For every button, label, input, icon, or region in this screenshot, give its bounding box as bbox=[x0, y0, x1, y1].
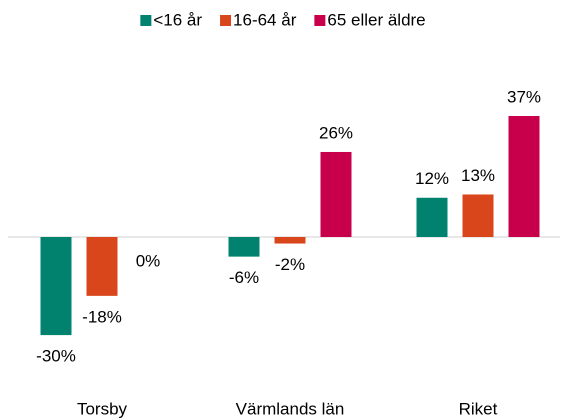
bar bbox=[320, 151, 352, 237]
data-label: -30% bbox=[36, 347, 76, 366]
legend-label: 65 eller äldre bbox=[327, 10, 425, 29]
bar bbox=[274, 237, 306, 244]
x-tick-label: Värmlands län bbox=[236, 399, 345, 418]
x-tick-label: Torsby bbox=[77, 399, 128, 418]
bar bbox=[462, 194, 494, 237]
data-label: 13% bbox=[461, 166, 495, 185]
data-label: 0% bbox=[136, 251, 161, 270]
bar bbox=[40, 237, 72, 336]
legend-swatch bbox=[314, 15, 326, 26]
data-label: -6% bbox=[229, 268, 259, 287]
legend-swatch bbox=[140, 15, 152, 26]
legend-swatch bbox=[220, 15, 232, 26]
bar bbox=[508, 116, 540, 237]
bar bbox=[86, 237, 118, 296]
data-label: -18% bbox=[82, 307, 122, 326]
data-label: 12% bbox=[415, 169, 449, 188]
legend-label: 16-64 år bbox=[233, 10, 297, 29]
bar bbox=[228, 237, 260, 257]
x-tick-label: Riket bbox=[459, 399, 498, 418]
legend-label: <16 år bbox=[153, 10, 202, 29]
data-label: 26% bbox=[319, 123, 353, 142]
data-label: -2% bbox=[275, 255, 305, 274]
data-label: 37% bbox=[507, 87, 541, 106]
bar bbox=[416, 197, 448, 237]
